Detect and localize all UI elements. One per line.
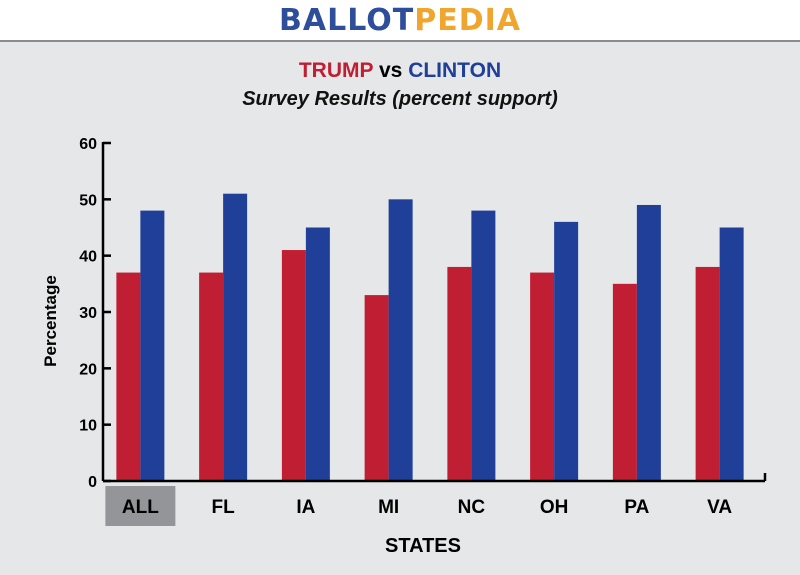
logo-text-pedia: PEDIA <box>414 3 521 38</box>
logo-text-ballot: BALLOT <box>279 3 415 38</box>
x-category-label: MI <box>378 497 399 518</box>
title-vs: vs <box>378 59 403 82</box>
y-tick-label: 30 <box>79 305 97 322</box>
header-bar: BALLOTPEDIA <box>0 0 800 42</box>
y-tick-label: 20 <box>79 361 97 378</box>
bar-trump-va <box>695 266 720 481</box>
y-tick-label: 40 <box>79 249 97 266</box>
y-ticks-group: 0 10 20 30 40 50 60 <box>79 136 111 491</box>
x-categories-group: ALL FL IA MI NC OH PA VA <box>105 486 732 526</box>
bars-group <box>116 193 744 482</box>
bar-clinton-all <box>140 210 165 481</box>
ballotpedia-logo: BALLOTPEDIA <box>279 4 521 38</box>
bar-trump-fl <box>199 272 224 481</box>
bar-clinton-ia <box>305 227 330 481</box>
y-tick-label: 60 <box>79 136 97 153</box>
bar-clinton-fl <box>223 193 248 481</box>
bar-clinton-pa <box>636 204 661 481</box>
title-trump: TRUMP <box>298 59 374 82</box>
bar-trump-all <box>116 272 141 481</box>
bar-clinton-mi <box>388 199 413 482</box>
bar-clinton-oh <box>554 221 579 481</box>
bar-clinton-nc <box>471 210 496 481</box>
category-highlight-box <box>105 486 176 526</box>
y-tick-label: 10 <box>79 418 97 435</box>
y-tick-label: 0 <box>88 474 97 491</box>
bar-trump-nc <box>447 266 472 481</box>
bar-trump-pa <box>612 283 637 481</box>
chart-subtitle: Survey Results (percent support) <box>242 88 558 110</box>
x-category-label: VA <box>707 497 732 518</box>
chart-title: TRUMP vs CLINTON <box>0 58 800 84</box>
y-tick-label: 50 <box>79 192 97 209</box>
x-category-label: IA <box>296 497 315 518</box>
title-clinton: CLINTON <box>408 59 502 82</box>
y-axis-title: Percentage <box>41 275 60 367</box>
x-category-label: NC <box>458 497 486 518</box>
bar-trump-oh <box>530 272 555 481</box>
x-category-label: FL <box>212 497 236 518</box>
x-axis-title: STATES <box>385 535 461 557</box>
x-category-label: ALL <box>122 497 159 518</box>
bar-clinton-va <box>719 227 744 481</box>
x-category-label: PA <box>624 497 649 518</box>
x-category-label: OH <box>540 497 569 518</box>
bar-trump-ia <box>281 250 306 481</box>
bar-trump-mi <box>364 295 389 481</box>
